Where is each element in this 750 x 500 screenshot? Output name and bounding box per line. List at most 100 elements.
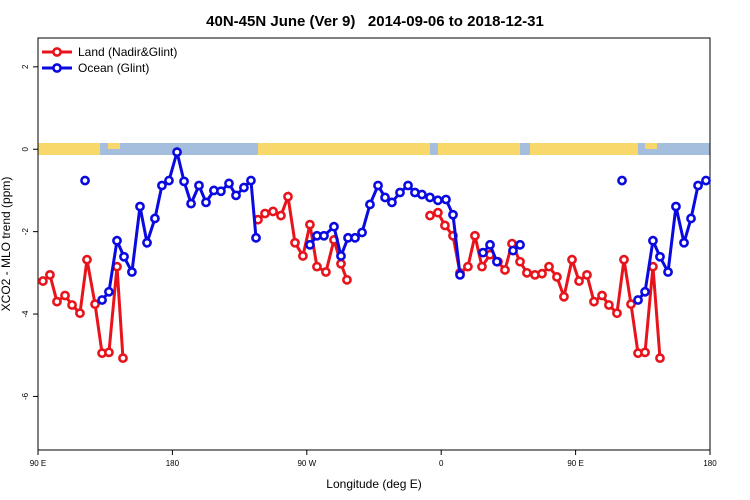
data-point — [448, 209, 458, 220]
data-point — [142, 237, 152, 248]
data-point — [671, 201, 681, 212]
data-point — [224, 178, 234, 189]
data-point — [686, 213, 696, 224]
data-point — [655, 251, 665, 262]
data-point — [648, 235, 658, 246]
y-axis-label: XCO2 - MLO trend (ppm) — [0, 177, 13, 312]
data-point — [612, 308, 622, 319]
x-tick-label: 90 E — [567, 459, 583, 468]
x-tick-label: 90 E — [30, 459, 46, 468]
data-point — [380, 192, 390, 203]
data-point — [104, 347, 114, 358]
data-point — [60, 290, 70, 301]
y-tick-label: 2 — [21, 64, 30, 69]
legend-marker — [52, 47, 62, 57]
data-point — [574, 276, 584, 286]
data-point — [537, 268, 547, 279]
data-point — [342, 274, 352, 285]
data-point — [455, 269, 465, 280]
data-point — [604, 300, 614, 310]
legend-label: Land (Nadir&Glint) — [78, 45, 177, 59]
series — [80, 146, 711, 305]
data-point — [395, 187, 405, 198]
data-point — [157, 180, 167, 191]
y-tick-label: 0 — [21, 146, 30, 151]
data-point — [441, 194, 451, 205]
x-tick-label: 180 — [703, 459, 717, 468]
data-point — [640, 286, 650, 297]
data-point — [82, 254, 92, 265]
data-point — [567, 254, 577, 265]
data-point — [172, 147, 182, 158]
data-point — [463, 261, 473, 272]
data-point — [127, 267, 137, 277]
data-point — [276, 210, 286, 221]
data-point — [663, 267, 673, 277]
data-point — [701, 175, 711, 186]
data-point — [194, 180, 204, 191]
data-point — [104, 286, 114, 297]
data-point — [336, 258, 346, 269]
data-point — [403, 180, 413, 191]
data-point — [559, 291, 569, 302]
data-point — [45, 269, 55, 280]
data-point — [515, 239, 525, 250]
data-point — [52, 296, 62, 307]
data-point — [321, 267, 331, 277]
land-strip — [438, 143, 520, 155]
data-point — [633, 295, 643, 305]
data-point — [640, 347, 650, 358]
data-point — [492, 256, 502, 267]
land-strip — [38, 143, 100, 155]
land-strip — [645, 143, 657, 149]
data-point — [201, 197, 211, 208]
data-point — [231, 190, 241, 201]
y-tick-label: -4 — [21, 310, 30, 318]
data-point — [357, 227, 367, 238]
x-tick-label: 180 — [166, 459, 180, 468]
plot-frame — [37, 37, 711, 451]
data-point — [470, 230, 480, 241]
series-line — [429, 210, 662, 359]
data-point — [477, 261, 487, 272]
data-point — [582, 269, 592, 280]
data-point — [387, 197, 397, 208]
data-point — [260, 208, 270, 219]
data-point — [97, 295, 107, 305]
data-point — [150, 213, 160, 224]
data-point — [246, 175, 256, 186]
data-point — [693, 180, 703, 191]
data-point — [522, 267, 532, 278]
data-point — [298, 251, 308, 261]
data-point — [283, 191, 293, 202]
data-point — [329, 221, 339, 232]
data-point — [589, 296, 599, 307]
data-point — [312, 261, 322, 272]
data-point — [118, 353, 128, 364]
land-mask-strip — [38, 143, 710, 155]
y-tick-label: -2 — [21, 228, 30, 236]
series-line — [100, 146, 258, 301]
data-point — [319, 230, 329, 241]
data-point — [290, 237, 300, 248]
data-point — [112, 235, 122, 246]
data-point — [508, 245, 518, 256]
data-point — [478, 247, 488, 258]
legend-marker — [52, 63, 62, 73]
data-point — [268, 206, 278, 217]
y-tick-label: -6 — [21, 392, 30, 400]
data-point — [425, 210, 435, 221]
data-point — [544, 261, 554, 272]
data-point — [552, 272, 562, 282]
data-point — [485, 239, 495, 250]
data-point — [433, 195, 443, 206]
data-point — [515, 256, 525, 267]
data-point — [38, 276, 48, 286]
data-point — [75, 308, 85, 319]
land-strip — [530, 143, 638, 155]
data-point — [216, 186, 226, 197]
data-point — [440, 220, 450, 231]
x-axis-label: Longitude (deg E) — [326, 477, 421, 491]
